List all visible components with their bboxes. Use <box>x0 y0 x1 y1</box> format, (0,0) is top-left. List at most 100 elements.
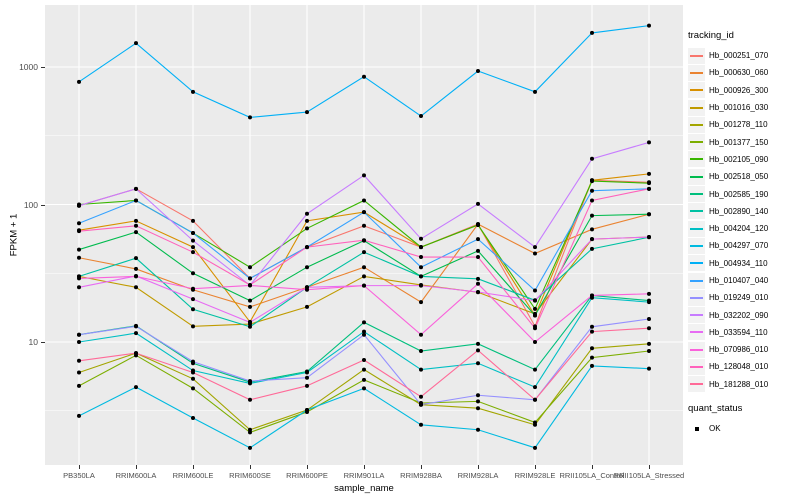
data-point <box>419 300 423 305</box>
data-point <box>590 293 594 298</box>
x-axis-title: sample_name <box>334 483 394 494</box>
data-point <box>476 427 480 432</box>
data-point <box>77 370 81 375</box>
data-point <box>362 274 366 279</box>
data-point <box>77 247 81 252</box>
data-point <box>248 320 252 325</box>
legend-key-swatch <box>688 99 705 116</box>
legend-key-swatch <box>688 358 705 375</box>
data-point <box>77 332 81 337</box>
data-point <box>647 140 651 145</box>
legend-label: Hb_010407_040 <box>709 276 769 285</box>
x-tick-label: RRIM928BA <box>400 471 442 480</box>
y-tick-mark <box>41 67 45 68</box>
data-point <box>134 324 138 329</box>
x-tick-label: RRII105LA_Control <box>559 471 625 480</box>
data-point <box>248 397 252 402</box>
data-point <box>362 320 366 325</box>
legend-item-Hb_128048_010: Hb_128048_010 <box>688 358 800 375</box>
data-point <box>533 245 537 250</box>
data-point <box>590 156 594 161</box>
legend: tracking_id Hb_000251_070 Hb_000630_060 Hb… <box>688 30 800 437</box>
line-swatch-icon <box>690 348 703 351</box>
data-point <box>305 370 309 375</box>
data-point <box>533 340 537 344</box>
x-tick-label: RRIM600LE <box>172 471 214 480</box>
data-point <box>647 235 651 240</box>
data-point <box>191 89 195 94</box>
x-tick-mark <box>364 465 365 469</box>
line-swatch-icon <box>690 123 703 126</box>
legend-label: Hb_004204_120 <box>709 224 769 234</box>
legend-label: Hb_019249_010 <box>709 293 769 303</box>
legend-label-ok: OK <box>709 424 721 434</box>
data-point <box>590 246 594 251</box>
x-tick-label: RRIM928LA <box>457 471 499 480</box>
data-point <box>134 41 138 46</box>
line-swatch-icon <box>690 193 703 196</box>
data-point <box>590 237 594 242</box>
line-swatch-icon <box>690 158 703 161</box>
legend-item-Hb_004297_070: Hb_004297_070 <box>688 237 800 254</box>
data-point <box>362 74 366 79</box>
legend-title-tracking-id: tracking_id <box>688 30 734 41</box>
data-point <box>305 226 309 231</box>
data-point <box>419 283 423 288</box>
data-point <box>590 355 594 360</box>
data-point <box>533 313 537 318</box>
legend-item-Hb_002585_190: Hb_002585_190 <box>688 185 800 203</box>
data-point <box>419 274 423 279</box>
data-point <box>533 397 537 402</box>
legend-label: Hb_001016_030 <box>709 103 769 113</box>
legend-item-Hb_002105_090: Hb_002105_090 <box>688 151 800 168</box>
x-tick-mark <box>136 465 137 469</box>
data-point <box>248 298 252 303</box>
line-swatch-icon <box>690 141 703 144</box>
data-point <box>476 341 480 346</box>
data-point <box>248 276 252 281</box>
data-point <box>305 110 309 115</box>
data-point <box>191 359 195 364</box>
data-point <box>419 394 423 399</box>
data-point <box>590 188 594 193</box>
legend-key-swatch <box>688 289 705 306</box>
data-point <box>590 213 594 218</box>
data-point <box>305 245 309 250</box>
data-point <box>77 221 81 226</box>
data-point <box>77 285 81 290</box>
line-swatch-icon <box>690 106 703 109</box>
legend-item-Hb_001016_030: Hb_001016_030 <box>688 99 800 116</box>
data-point <box>533 385 537 390</box>
data-point <box>647 316 651 321</box>
data-point <box>248 115 252 120</box>
legend-key-swatch <box>688 64 705 81</box>
legend-key-swatch <box>688 324 705 341</box>
line-swatch-icon <box>690 71 703 74</box>
y-tick-label: 100 <box>23 199 38 210</box>
legend-label: Hb_004934_110 <box>709 258 768 268</box>
data-point <box>248 445 252 450</box>
data-point <box>647 171 651 176</box>
legend-item-ok: OK <box>688 420 800 437</box>
data-point <box>134 218 138 223</box>
data-point <box>77 276 81 281</box>
data-point <box>533 326 537 331</box>
data-point <box>419 255 423 260</box>
data-point <box>362 283 366 288</box>
data-point <box>419 422 423 427</box>
data-point <box>305 383 309 388</box>
legend-label: Hb_033594_110 <box>709 327 768 337</box>
legend-item-Hb_004934_110: Hb_004934_110 <box>688 255 800 272</box>
data-point <box>362 173 366 178</box>
chart-panel <box>45 5 683 465</box>
data-point <box>77 79 81 84</box>
data-point <box>647 366 651 371</box>
legend-key-swatch <box>688 376 705 393</box>
data-point <box>77 413 81 418</box>
data-point <box>419 265 423 270</box>
data-point <box>476 201 480 206</box>
legend-label: Hb_070986_010 <box>709 345 769 355</box>
data-point <box>305 375 309 380</box>
data-point <box>476 361 480 366</box>
legend-key-swatch <box>688 272 705 289</box>
